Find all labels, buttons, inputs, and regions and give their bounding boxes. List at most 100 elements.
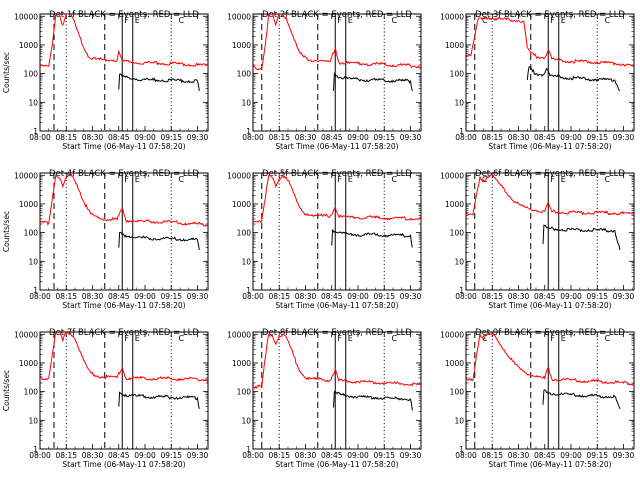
x-tick-label: 08:45 xyxy=(534,133,556,142)
marker-letter: F xyxy=(124,175,129,184)
events-series-line xyxy=(542,389,621,410)
chart-panel-1: Det 1f BLACK = Events, RED = LLD Counts/s… xyxy=(2,10,209,151)
x-tick-label: 08:45 xyxy=(108,451,130,460)
x-tick-label: 09:00 xyxy=(560,451,582,460)
y-tick-label: 1 xyxy=(33,445,38,454)
marker-letter: E xyxy=(135,16,140,25)
y-tick-label: 10000 xyxy=(14,330,38,339)
marker-letter: F xyxy=(337,334,342,343)
x-tick-label: 08:00 xyxy=(455,292,477,301)
chart-title: Det 8f BLACK = Events, RED = LLD xyxy=(262,328,412,338)
y-tick-label: 10000 xyxy=(440,171,464,180)
y-tick-label: 10000 xyxy=(440,12,464,21)
x-tick-label: 09:15 xyxy=(160,451,182,460)
x-tick-label: 09:00 xyxy=(560,292,582,301)
chart-panel-7: Det 7f BLACK = Events, RED = LLD Counts/s… xyxy=(2,328,209,469)
x-tick-label: 08:45 xyxy=(534,451,556,460)
y-tick-label: 1 xyxy=(246,445,251,454)
chart-title: Det 4f BLACK = Events, RED = LLD xyxy=(49,169,199,179)
marker-letter: F xyxy=(550,334,555,343)
x-tick-label: 08:45 xyxy=(108,133,130,142)
x-tick-label: 09:30 xyxy=(613,451,635,460)
x-tick-label: 08:45 xyxy=(534,292,556,301)
y-tick-label: 1000 xyxy=(232,41,251,50)
marker-letter: E xyxy=(348,175,353,184)
x-tick-label: 08:45 xyxy=(321,451,343,460)
chart-panel-5: Det 5f BLACK = Events, RED = LLD 1 10 100 10… xyxy=(227,169,421,310)
y-tick-label: 1000 xyxy=(445,41,464,50)
y-tick-label: 10000 xyxy=(227,12,251,21)
chart-title: Det 3f BLACK = Events, RED = LLD xyxy=(475,10,625,20)
x-axis-label: Start Time (06-May-11 07:58:20) xyxy=(275,142,398,151)
events-series-line xyxy=(526,66,621,92)
x-axis-label: Start Time (06-May-11 07:58:20) xyxy=(488,460,611,469)
marker-letter: E xyxy=(561,16,566,25)
plot-frame xyxy=(39,13,209,132)
y-tick-label: 1000 xyxy=(232,200,251,209)
marker-letter: C xyxy=(392,16,398,25)
x-axis-label: Start Time (06-May-11 07:58:20) xyxy=(275,460,398,469)
chart-title: Det 2f BLACK = Events, RED = LLD xyxy=(262,10,412,20)
plot-frame xyxy=(252,331,422,450)
y-axis-label: Counts/sec xyxy=(2,370,11,411)
plot-frame xyxy=(39,172,209,291)
y-tick-label: 10 xyxy=(241,98,251,107)
x-tick-label: 09:30 xyxy=(187,292,209,301)
lld-series-line xyxy=(466,16,634,67)
y-tick-label: 10000 xyxy=(14,171,38,180)
lld-series-line xyxy=(466,332,634,386)
x-tick-label: 09:30 xyxy=(187,133,209,142)
marker-letter: E xyxy=(135,334,140,343)
marker-letter: C xyxy=(605,334,611,343)
lld-series-line xyxy=(253,332,421,390)
chart-title: Det 1f BLACK = Events, RED = LLD xyxy=(49,10,199,20)
y-tick-label: 100 xyxy=(237,70,252,79)
marker-letter: E xyxy=(135,175,140,184)
x-tick-label: 08:00 xyxy=(455,133,477,142)
y-tick-label: 10000 xyxy=(227,171,251,180)
x-tick-label: 08:15 xyxy=(481,451,503,460)
plot-frame xyxy=(252,172,422,291)
chart-title: Det 5f BLACK = Events, RED = LLD xyxy=(262,169,412,179)
y-tick-label: 100 xyxy=(237,229,252,238)
x-tick-label: 08:30 xyxy=(508,451,530,460)
y-tick-label: 10 xyxy=(28,416,38,425)
x-tick-label: 09:30 xyxy=(187,451,209,460)
x-tick-label: 08:00 xyxy=(242,133,264,142)
marker-letter: E xyxy=(561,175,566,184)
events-series-line xyxy=(331,229,413,248)
y-tick-label: 10 xyxy=(454,257,464,266)
marker-letter: F xyxy=(550,175,555,184)
y-tick-label: 1000 xyxy=(19,200,38,209)
x-tick-label: 09:00 xyxy=(134,451,156,460)
y-tick-label: 1 xyxy=(33,286,38,295)
x-tick-label: 09:00 xyxy=(134,292,156,301)
x-tick-label: 08:00 xyxy=(242,451,264,460)
y-tick-label: 1000 xyxy=(445,200,464,209)
events-series-line xyxy=(333,72,413,92)
x-tick-label: 09:15 xyxy=(586,451,608,460)
chart-title: Det 9f BLACK = Events, RED = LLD xyxy=(475,328,625,338)
plot-frame xyxy=(252,13,422,132)
x-tick-label: 08:30 xyxy=(82,292,104,301)
x-tick-label: 09:30 xyxy=(400,292,422,301)
x-tick-label: 09:15 xyxy=(373,292,395,301)
x-tick-label: 09:15 xyxy=(160,292,182,301)
x-tick-label: 09:15 xyxy=(586,133,608,142)
lld-series-line xyxy=(466,173,634,216)
marker-letter: C xyxy=(179,334,185,343)
y-tick-label: 1 xyxy=(459,286,464,295)
x-tick-label: 08:45 xyxy=(321,133,343,142)
marker-letter: C xyxy=(605,16,611,25)
y-tick-label: 100 xyxy=(237,388,252,397)
y-tick-label: 1000 xyxy=(19,41,38,50)
marker-letter: C xyxy=(482,175,488,184)
x-tick-label: 08:15 xyxy=(481,292,503,301)
plot-frame xyxy=(465,13,635,132)
marker-letter: E xyxy=(348,334,353,343)
x-tick-label: 08:45 xyxy=(321,292,343,301)
marker-letter: E xyxy=(348,16,353,25)
y-tick-label: 1000 xyxy=(19,359,38,368)
x-tick-label: 09:00 xyxy=(347,133,369,142)
